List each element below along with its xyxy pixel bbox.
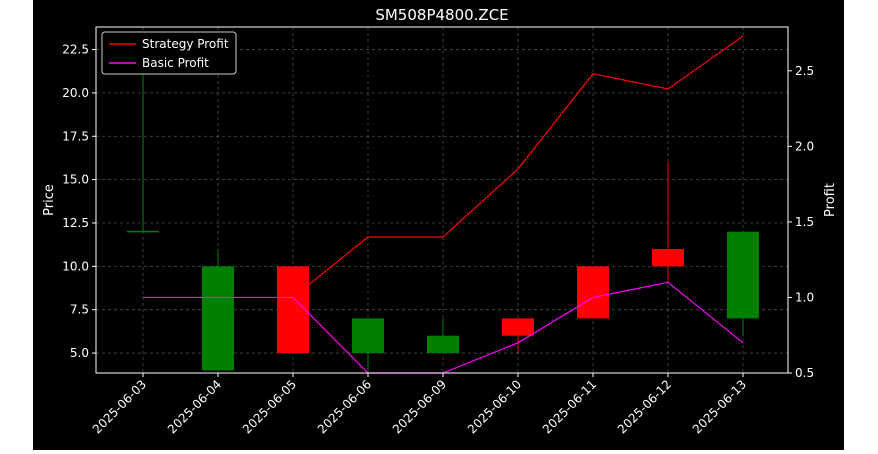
legend-label-strategy: Strategy Profit [142, 37, 229, 51]
y-right-tick-label: 1.0 [795, 290, 814, 304]
x-tick-label: 2025-06-03 [90, 377, 149, 436]
y-axis-label-right: Profit [823, 183, 838, 217]
candle-body [577, 266, 609, 319]
x-tick-label: 2025-06-13 [690, 377, 749, 436]
plot-frame [95, 26, 789, 374]
y-left-tick-label: 5.0 [70, 346, 89, 360]
x-tick-label: 2025-06-04 [165, 377, 224, 436]
x-tick-label: 2025-06-11 [540, 377, 599, 436]
y-right-tick-label: 1.5 [795, 215, 814, 229]
chart-title: SM508P4800.ZCE [375, 6, 508, 24]
left-axis-ticks: 5.0 7.5 10.0 12.5 15.0 17.5 20.0 22.5 [62, 43, 96, 360]
y-right-tick-label: 2.5 [795, 64, 814, 78]
y-left-tick-label: 20.0 [62, 86, 89, 100]
x-tick-label: 2025-06-12 [615, 377, 674, 436]
x-axis-ticks: 2025-06-03 2025-06-04 2025-06-05 2025-06-06… [90, 373, 749, 436]
x-tick-label: 2025-06-10 [465, 377, 524, 436]
y-axis-label-left: Price [42, 184, 57, 216]
y-left-tick-label: 10.0 [62, 259, 89, 273]
candle-body [202, 266, 234, 371]
candle-body [652, 248, 684, 267]
grid-lines [96, 27, 788, 373]
x-tick-label: 2025-06-06 [315, 377, 374, 436]
x-tick-label: 2025-06-05 [240, 377, 299, 436]
y-left-tick-label: 12.5 [62, 216, 89, 230]
candle-body [277, 266, 309, 354]
chart-svg: 5.0 7.5 10.0 12.5 15.0 17.5 20.0 22.5 0.5 1.0 1.5… [42, 6, 838, 436]
candle-body [427, 335, 459, 354]
legend-label-basic: Basic Profit [142, 56, 209, 70]
y-left-tick-label: 15.0 [62, 173, 89, 187]
candle-body [727, 231, 759, 319]
right-axis-ticks: 0.5 1.0 1.5 2.0 2.5 [788, 64, 814, 380]
y-left-tick-label: 7.5 [70, 303, 89, 317]
y-left-tick-label: 22.5 [62, 43, 89, 57]
candle-body [352, 318, 384, 354]
y-right-tick-label: 2.0 [795, 139, 814, 153]
candlestick-series [127, 49, 759, 371]
y-right-tick-label: 0.5 [795, 366, 814, 380]
strategy-profit-line [292, 35, 744, 298]
chart-figure: 5.0 7.5 10.0 12.5 15.0 17.5 20.0 22.5 0.5 1.0 1.5… [33, 0, 844, 450]
candle-body [502, 318, 534, 336]
y-left-tick-label: 17.5 [62, 129, 89, 143]
x-tick-label: 2025-06-09 [390, 377, 449, 436]
legend: Strategy Profit Basic Profit [101, 31, 237, 75]
